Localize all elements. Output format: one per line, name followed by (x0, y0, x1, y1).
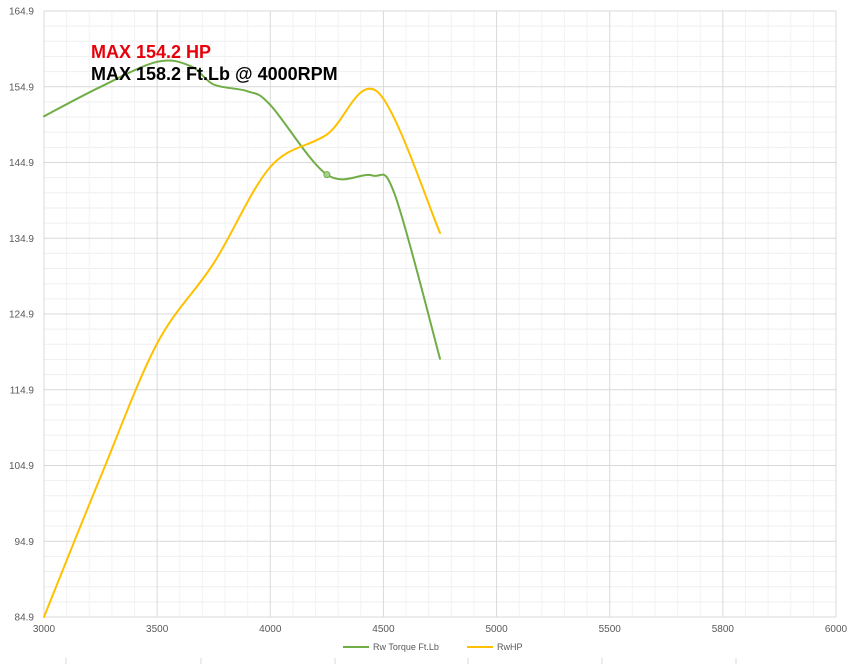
y-tick-label: 164.9 (9, 7, 34, 18)
y-axis-tick-labels: 84.9 94.9 104.9 114.9 124.9 134.9 144.9 154.9 16… (9, 7, 34, 624)
y-tick-label: 114.9 (10, 385, 35, 396)
y-tick-label: 104.9 (9, 461, 34, 472)
x-tick-label: 4000 (259, 624, 282, 635)
x-tick-label: 5500 (599, 624, 622, 635)
x-tick-label: 5000 (485, 624, 508, 635)
y-tick-label: 84.9 (15, 613, 35, 624)
x-tick-label: 5800 (712, 624, 735, 635)
x-axis-tick-labels: 3000 3500 4000 4500 5000 5500 5800 6000 (33, 624, 848, 635)
y-tick-label: 154.9 (9, 82, 34, 93)
series-marker (323, 171, 331, 179)
series-line-hp (43, 87, 441, 618)
x-tick-label: 6000 (825, 624, 848, 635)
y-tick-label: 134.9 (9, 234, 34, 245)
y-tick-label: 144.9 (9, 158, 34, 169)
legend-label: Rw Torque Ft.Lb (373, 642, 439, 652)
x-tick-label: 3500 (146, 624, 169, 635)
legend-label: RwHP (497, 642, 523, 652)
x-tick-label: 4500 (372, 624, 395, 635)
series-line-torque (43, 59, 441, 360)
annotation-max-hp: MAX 154.2 HP (91, 42, 212, 62)
annotation-max-torque: MAX 158.2 Ft.Lb @ 4000RPM (91, 64, 338, 84)
bottom-edge-ticks (65, 658, 737, 664)
y-tick-label: 94.9 (15, 537, 35, 548)
series-lines (43, 59, 441, 618)
y-tick-label: 124.9 (9, 310, 34, 321)
x-tick-label: 3000 (33, 624, 56, 635)
legend: Rw Torque Ft.Lb RwHP (343, 642, 523, 652)
